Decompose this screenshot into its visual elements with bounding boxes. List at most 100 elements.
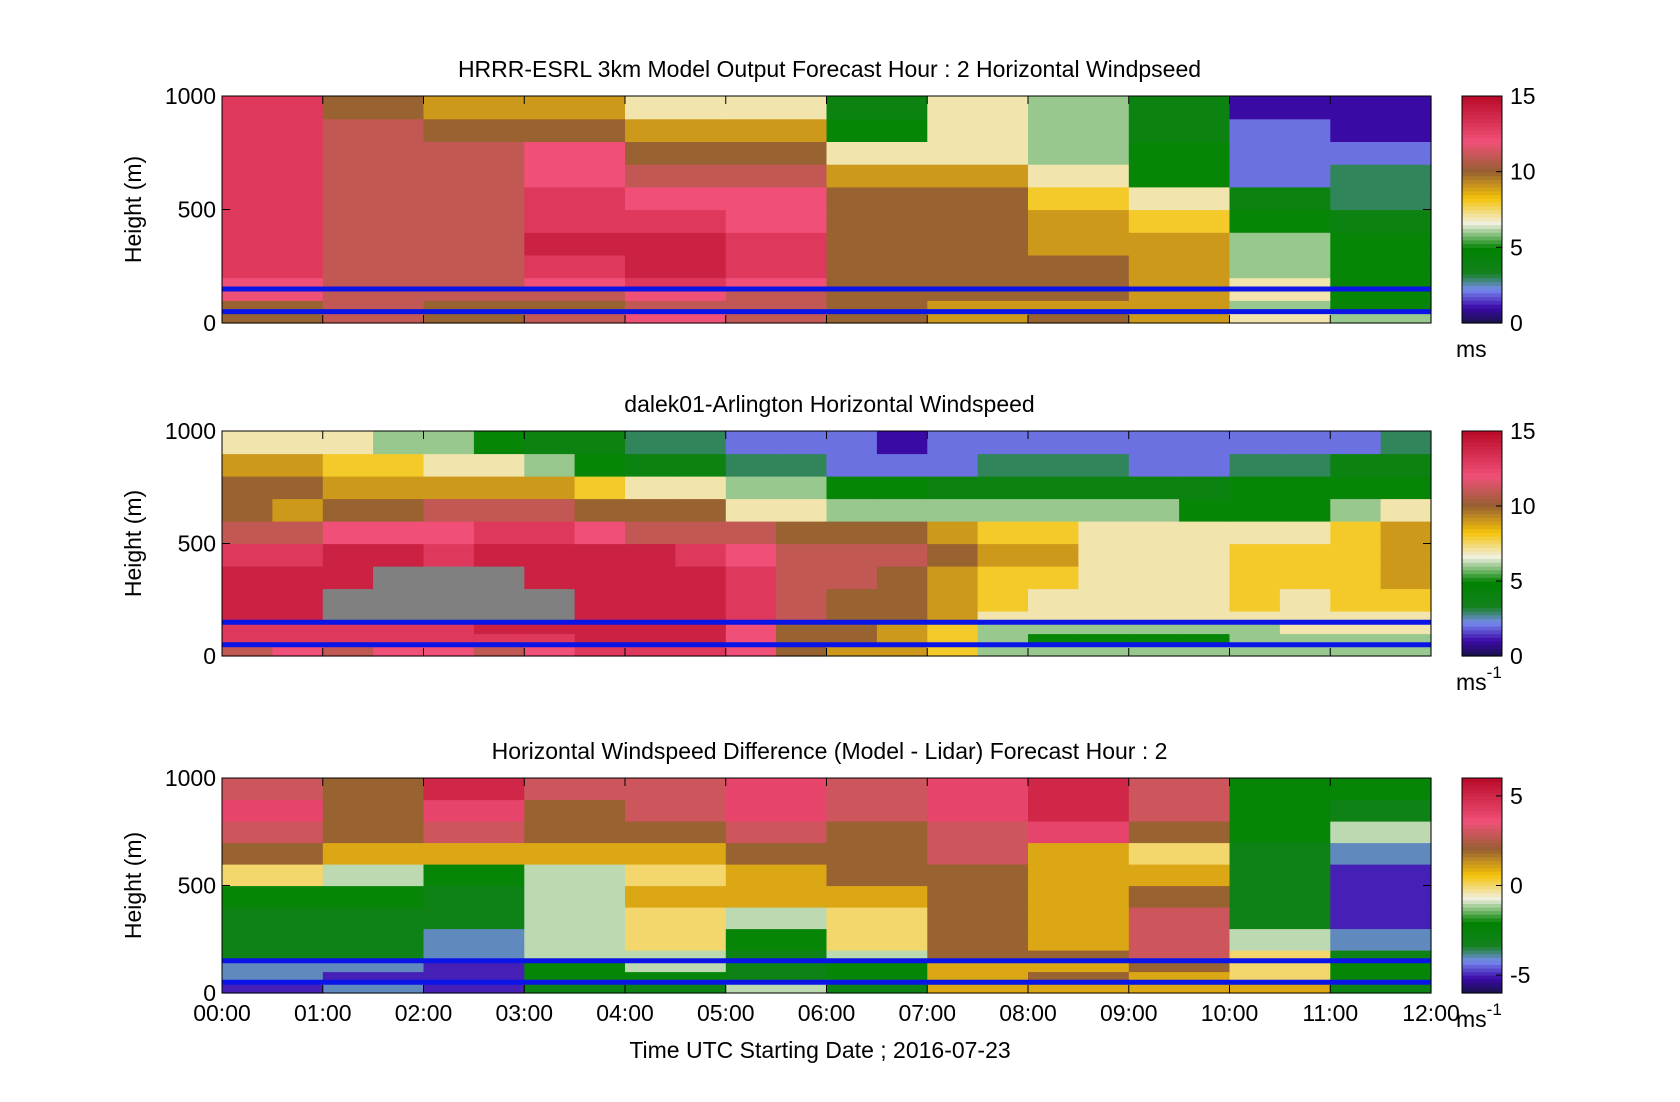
heatmap-cell (1229, 209, 1331, 233)
heatmap-cell (826, 566, 878, 590)
heatmap-cell (1028, 864, 1130, 887)
y-tick-label: 0 (203, 310, 216, 336)
heatmap-cell (725, 96, 828, 120)
heatmap-cell (1229, 885, 1331, 908)
heatmap-cell (1128, 209, 1231, 233)
heatmap-cell (524, 907, 626, 930)
heatmap-cell (524, 277, 626, 290)
heatmap-cell (1330, 821, 1432, 844)
heatmap-cell (423, 311, 525, 324)
heatmap-cell (222, 498, 273, 522)
panel-3: 0 500 1000 00:00 01:00 02:00 03:00 04:00 05:00 06… (120, 738, 1530, 1032)
heatmap-cell (423, 232, 525, 256)
heatmap-cell (826, 633, 878, 646)
heatmap-cell (1179, 611, 1231, 623)
heatmap-cell (322, 566, 374, 590)
colorbar-band (1462, 438, 1502, 443)
heatmap-cell (1128, 453, 1180, 477)
colorbar-band (1462, 554, 1502, 560)
heatmap-cell (1229, 453, 1281, 477)
colorbar-band (1462, 810, 1502, 815)
colorbar-band (1462, 304, 1502, 309)
heatmap-cell (776, 633, 828, 646)
colorbar-band (1462, 971, 1502, 976)
heatmap-cell (1078, 431, 1130, 455)
heatmap-cell (473, 476, 525, 500)
heatmap-cell (423, 431, 475, 455)
y-tick-label: 500 (178, 197, 216, 223)
colorbar-band (1462, 849, 1502, 854)
colorbar-band (1462, 881, 1502, 887)
heatmap-cell (373, 611, 425, 623)
heatmap-cell (725, 186, 828, 211)
x-tick-label: 08:00 (999, 1000, 1057, 1026)
colorbar-band (1462, 813, 1502, 818)
heatmap-cell (1330, 277, 1432, 290)
heatmap-cell (725, 799, 828, 822)
heatmap-cell (1330, 611, 1382, 623)
colorbar-band (1462, 960, 1502, 965)
colorbar-band (1462, 856, 1502, 861)
heatmap-cell (222, 288, 324, 301)
heatmap-cell (1229, 842, 1331, 865)
heatmap-cell (322, 644, 374, 657)
heatmap-cell (1330, 118, 1432, 142)
heatmap-cell (826, 799, 928, 822)
heatmap-cell (222, 588, 273, 612)
heatmap-cell (423, 928, 525, 951)
colorbar-tick-label: 0 (1510, 643, 1523, 669)
heatmap-cell (1128, 300, 1231, 313)
colorbar-tick-label: -5 (1510, 962, 1530, 988)
heatmap-cell (322, 232, 425, 256)
heatmap-cell (927, 141, 1029, 165)
colorbar-band (1462, 581, 1502, 586)
heatmap-cell (423, 521, 475, 545)
heatmap-cell (222, 209, 324, 233)
heatmap-cell (927, 254, 1029, 279)
heatmap-cell (625, 300, 727, 313)
heatmap-cell (826, 476, 878, 500)
colorbar-band (1462, 964, 1502, 969)
colorbar-band (1462, 806, 1502, 811)
heatmap-cell (725, 209, 828, 233)
heatmap-cell (927, 498, 979, 522)
heatmap-cell (222, 821, 324, 844)
heatmap-cell (675, 453, 727, 477)
heatmap-cell (826, 232, 928, 256)
heatmap-cell (1128, 311, 1231, 324)
heatmap-cell (373, 521, 425, 545)
heatmap-cell (524, 644, 576, 657)
heatmap-cell (222, 521, 273, 545)
heatmap-cell (222, 778, 324, 801)
heatmap-cell (1380, 633, 1432, 646)
heatmap-cell (322, 960, 425, 973)
heatmap-cell (473, 543, 525, 567)
colorbar-band (1462, 551, 1502, 556)
colorbar-band (1462, 562, 1502, 567)
colorbar-band (1462, 648, 1502, 653)
heatmap-cell (1128, 950, 1231, 962)
heatmap-cell (1028, 254, 1130, 279)
heatmap-cell (826, 644, 878, 657)
heatmap-cell (725, 864, 828, 887)
heatmap-cell (1028, 821, 1130, 844)
y-tick-label: 500 (178, 531, 216, 557)
heatmap-cell (625, 842, 727, 865)
heatmap-cell (1229, 644, 1281, 657)
heatmap-cell (1380, 622, 1432, 635)
colorbar-unit: ms (1456, 336, 1487, 362)
colorbar-band (1462, 950, 1502, 955)
heatmap-cell (222, 864, 324, 887)
colorbar-band (1462, 96, 1502, 101)
heatmap-cell (574, 476, 626, 500)
x-tick-label: 05:00 (697, 1000, 755, 1026)
colorbar-band (1462, 130, 1502, 135)
heatmap-cell (1028, 300, 1130, 313)
heatmap-cell (725, 431, 777, 455)
heatmap-cell (1229, 141, 1331, 165)
heatmap-cell (222, 118, 324, 142)
colorbar-band (1462, 603, 1502, 608)
heatmap-cell (423, 164, 525, 188)
colorbar-frame (1461, 430, 1503, 657)
heatmap-cell (1078, 644, 1130, 657)
